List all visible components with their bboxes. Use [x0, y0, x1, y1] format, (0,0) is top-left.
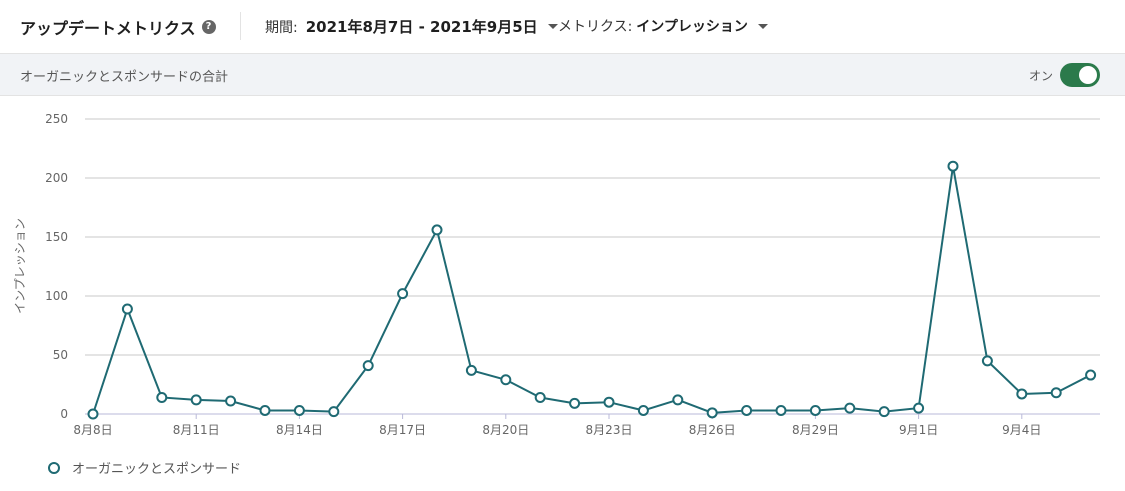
data-point: [534, 391, 546, 403]
x-tick-label: 8月23日: [586, 423, 633, 437]
data-point: [741, 404, 753, 416]
data-point: [637, 404, 649, 416]
data-point: [844, 402, 856, 414]
data-point: [706, 407, 718, 419]
data-point: [259, 404, 271, 416]
x-tick-label: 8月29日: [792, 423, 839, 437]
toggle-label: オン: [1029, 69, 1054, 83]
y-tick-label: 50: [53, 348, 68, 362]
x-tick-label: 9月1日: [899, 423, 938, 437]
x-tick-label: 8月14日: [276, 423, 323, 437]
y-axis-label: インプレッション: [13, 218, 27, 314]
legend-marker: [48, 461, 60, 474]
x-tick-label: 9月4日: [1002, 423, 1041, 437]
x-tick-label: 8月11日: [173, 423, 220, 437]
data-point: [775, 404, 787, 416]
legend-label: オーガニックとスポンサード: [72, 462, 242, 477]
data-point: [913, 402, 925, 414]
x-tick-label: 8月20日: [482, 423, 529, 437]
data-point: [87, 408, 99, 420]
period-selector[interactable]: 期間: 2021年8月7日 - 2021年9月5日: [265, 16, 558, 37]
data-point: [225, 395, 237, 407]
header: アップデートメトリクス ? 期間: 2021年8月7日 - 2021年9月5日 …: [0, 0, 1125, 54]
data-point: [603, 396, 615, 408]
y-tick-label: 100: [45, 289, 68, 303]
page-title-text: アップデートメトリクス: [20, 19, 196, 38]
data-point: [1016, 388, 1028, 400]
subheader-bar: オーガニックとスポンサードの合計 オン: [0, 54, 1125, 96]
data-point: [362, 360, 374, 372]
subheader-label: オーガニックとスポンサードの合計: [20, 70, 229, 85]
x-tick-label: 8月8日: [73, 423, 112, 437]
data-point: [121, 303, 133, 315]
y-tick-label: 200: [45, 171, 68, 185]
data-point: [190, 394, 202, 406]
chevron-down-icon: [547, 24, 558, 29]
x-tick-label: 8月26日: [689, 423, 736, 437]
data-point: [1085, 369, 1097, 381]
period-label: 期間:: [265, 19, 298, 36]
chevron-down-icon: [757, 23, 768, 29]
y-tick-label: 0: [60, 407, 68, 421]
metric-label: メトリクス:: [558, 19, 633, 35]
period-value: 2021年8月7日 - 2021年9月5日: [305, 18, 538, 36]
series-line: [92, 166, 1092, 415]
data-point: [500, 374, 512, 386]
data-point: [293, 404, 305, 416]
x-tick-label: 8月17日: [379, 423, 426, 437]
data-point: [878, 406, 890, 418]
toggle-knob: [1079, 66, 1097, 84]
data-point: [809, 404, 821, 416]
metric-selector[interactable]: メトリクス: インプレッション: [558, 16, 768, 36]
page-title: アップデートメトリクス ?: [20, 15, 216, 39]
data-point: [328, 406, 340, 418]
data-point: [465, 364, 477, 376]
line-chart: 0 50 100 150 200 250 インプレッション 8月8日 8月11日 8月14日 8月1…: [13, 112, 1100, 437]
data-point: [431, 224, 443, 236]
header-divider: [240, 12, 241, 40]
chart-legend: オーガニックとスポンサード: [48, 458, 241, 477]
sum-toggle[interactable]: [1060, 63, 1100, 87]
data-point: [981, 355, 993, 367]
data-point: [947, 160, 959, 172]
data-point: [672, 394, 684, 406]
data-point: [569, 397, 581, 409]
data-point: [397, 288, 409, 300]
y-tick-label: 250: [45, 112, 68, 126]
y-tick-label: 150: [45, 230, 68, 244]
metric-value: インプレッション: [636, 19, 748, 35]
data-point: [156, 391, 168, 403]
question-circle-icon[interactable]: ?: [201, 20, 216, 34]
data-point: [1050, 387, 1062, 399]
